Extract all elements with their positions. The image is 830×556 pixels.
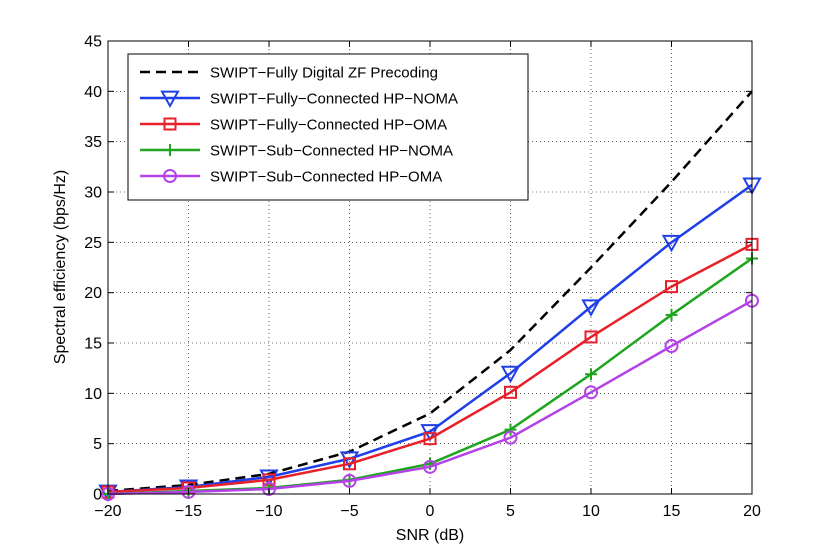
series-line [107, 243, 753, 494]
circle-marker [664, 339, 679, 354]
legend-label: SWIPT−Fully−Connected HP−OMA [210, 117, 447, 134]
x-tick-label: 5 [506, 503, 515, 520]
series-2 [98, 177, 762, 503]
y-tick-label: 10 [84, 386, 102, 403]
circle-marker [181, 484, 196, 499]
legend-entry-3: SWIPT−Fully−Connected HP−OMA [140, 117, 447, 134]
y-tick-label: 45 [84, 34, 102, 51]
x-tick-label: −5 [340, 503, 358, 520]
y-tick-label: 40 [84, 84, 102, 101]
axis-ticks [107, 40, 753, 495]
legend-entry-4: SWIPT−Sub−Connected HP−NOMA [140, 143, 453, 160]
triangle-marker [259, 469, 279, 487]
series-layer [98, 90, 762, 503]
series-line [107, 183, 753, 494]
series-1 [107, 90, 753, 493]
grid-lines [108, 41, 752, 494]
circle-marker [163, 169, 177, 183]
square-marker [665, 280, 678, 294]
y-tick-label: 30 [84, 185, 102, 202]
circle-marker [584, 385, 598, 400]
x-tick-label: −15 [175, 503, 202, 520]
plus-marker [504, 423, 517, 436]
circle-marker [503, 430, 518, 445]
x-tick-label: 10 [582, 503, 600, 520]
circle-marker [262, 481, 276, 496]
y-tick-label: 20 [84, 285, 102, 302]
legend-entry-2: SWIPT−Fully−Connected HP−NOMA [140, 90, 458, 109]
legend-label: SWIPT−Fully Digital ZF Precoding [210, 65, 438, 82]
y-tick-label: 35 [84, 134, 102, 151]
circle-marker [423, 459, 437, 474]
triangle-marker [500, 365, 521, 384]
x-tick-label: 0 [426, 503, 435, 520]
legend-entry-5: SWIPT−Sub−Connected HP−OMA [140, 169, 442, 186]
y-tick-label: 0 [93, 487, 102, 504]
plus-marker [585, 368, 597, 381]
series-line [107, 299, 753, 496]
legend-label: SWIPT−Sub−Connected HP−OMA [210, 169, 442, 186]
x-tick-label: 20 [743, 503, 761, 520]
square-marker [163, 117, 177, 131]
legend-entry-1: SWIPT−Fully Digital ZF Precoding [140, 65, 438, 82]
y-tick-label: 5 [93, 436, 102, 453]
legend: SWIPT−Fully Digital ZF Precoding SWIPT−Fu… [127, 53, 529, 201]
y-tick-label: 25 [84, 235, 102, 252]
series-line [107, 90, 753, 493]
y-tick-label: 15 [84, 336, 102, 353]
x-tick-label: 15 [663, 503, 681, 520]
square-marker [584, 330, 598, 344]
square-marker [423, 432, 437, 446]
triangle-marker [339, 451, 360, 469]
circle-marker [342, 473, 357, 488]
x-tick-label: −20 [94, 503, 121, 520]
square-marker [504, 385, 517, 399]
plus-marker [164, 144, 176, 156]
legend-label: SWIPT−Sub−Connected HP−NOMA [210, 143, 453, 160]
plus-marker [665, 308, 678, 321]
x-axis-label: SNR (dB) [396, 527, 464, 544]
y-axis-label: Spectral efficiency (bps/Hz) [52, 170, 69, 364]
square-marker [343, 457, 356, 471]
tick-labels: −20 −15 −10 −5 0 5 10 15 20 0 5 10 15 20 25 30 35 40 45 [84, 34, 761, 521]
x-tick-label: −10 [255, 503, 282, 520]
legend-label: SWIPT−Fully−Connected HP−NOMA [210, 91, 458, 108]
triangle-marker [661, 234, 682, 253]
triangle-marker [160, 90, 180, 109]
triangle-marker [581, 299, 601, 317]
